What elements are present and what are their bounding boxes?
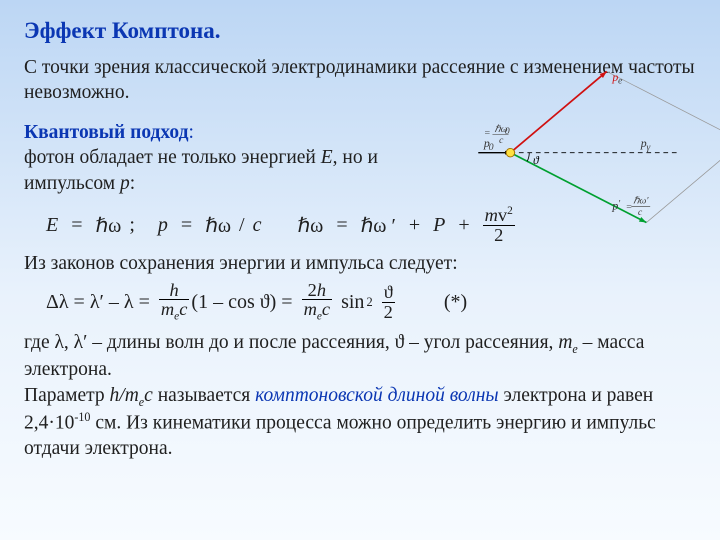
equation-compton-shift: Δλ = λ′ – λ = h mec (1 – cos ϑ) = 2h mec… — [46, 281, 696, 324]
explanation-paragraph: где λ, λ′ – длины волн до и после рассея… — [24, 330, 696, 462]
text-energy: фотон обладает не только энергией — [24, 147, 321, 168]
quantum-approach-paragraph: Квантовый подход: фотон обладает не толь… — [24, 120, 434, 196]
svg-text:=: = — [484, 128, 491, 139]
compton-wavelength-term: комптоновской длиной волны — [255, 385, 498, 406]
svg-text:0: 0 — [489, 142, 494, 153]
equation-marker: (*) — [444, 291, 467, 314]
subheading: Квантовый подход — [24, 122, 188, 143]
svg-text:c: c — [638, 207, 643, 218]
svg-text:e: e — [618, 76, 623, 87]
svg-text:ϑ: ϑ — [533, 153, 540, 167]
svg-text:c: c — [499, 135, 504, 146]
conservation-text: Из законов сохранения энергии и импульса… — [24, 253, 696, 275]
svg-text:′: ′ — [618, 199, 621, 210]
scattering-diagram: p0= ℏω0cpepγp′=ℏω′cϑ — [470, 62, 700, 232]
svg-text:γ: γ — [646, 142, 651, 153]
svg-text:0: 0 — [505, 126, 510, 137]
page-title: Эффект Комптона. — [24, 18, 696, 44]
svg-text:ℏω′: ℏω′ — [633, 196, 649, 207]
svg-text:=: = — [626, 201, 633, 212]
